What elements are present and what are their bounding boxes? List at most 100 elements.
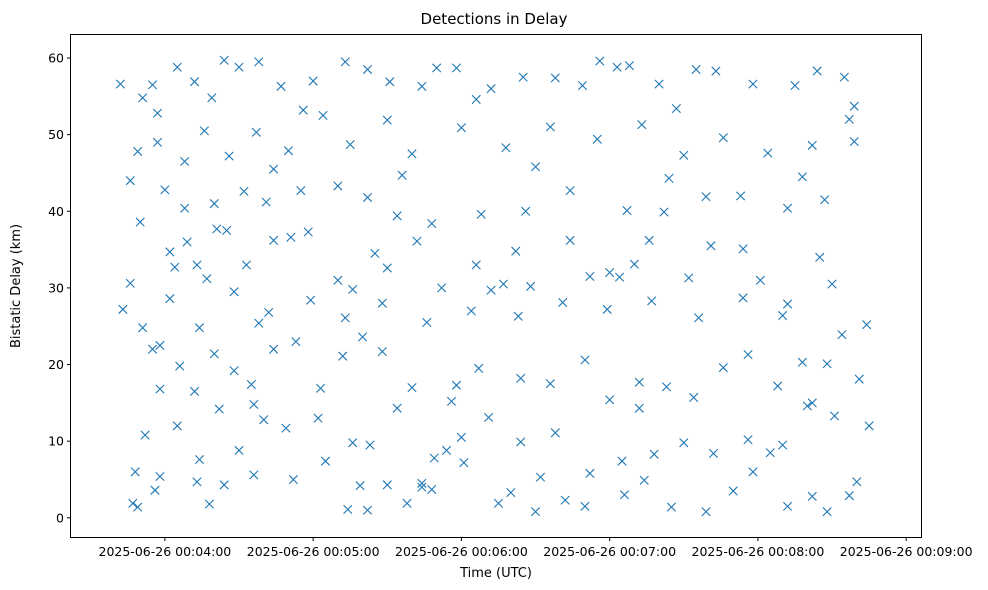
data-point — [118, 304, 128, 314]
data-point — [338, 351, 348, 361]
data-point — [182, 237, 192, 247]
data-point — [535, 472, 546, 482]
data-point — [362, 505, 373, 515]
data-point — [362, 64, 373, 75]
data-point — [189, 386, 200, 396]
data-point — [429, 453, 439, 463]
data-point — [634, 377, 644, 387]
data-point — [239, 186, 249, 196]
data-point — [219, 55, 229, 65]
data-point — [654, 79, 664, 89]
data-point — [254, 318, 264, 328]
data-point — [530, 162, 541, 172]
data-point — [614, 272, 625, 282]
data-point — [852, 477, 862, 487]
data-point — [664, 173, 674, 183]
data-point — [377, 298, 387, 308]
data-point — [493, 498, 504, 508]
data-point — [565, 235, 575, 245]
data-point — [140, 430, 150, 440]
data-point — [333, 275, 343, 285]
data-point — [318, 110, 328, 121]
data-point — [526, 281, 536, 291]
data-point — [234, 445, 244, 455]
data-point — [382, 480, 392, 490]
data-point — [343, 504, 353, 514]
data-point — [407, 382, 417, 393]
data-point — [844, 491, 854, 501]
data-point — [170, 262, 180, 272]
data-point — [666, 502, 677, 512]
data-point — [298, 105, 308, 115]
data-point — [728, 486, 738, 496]
x-tick-label: 2025-06-26 00:04:00 — [99, 544, 232, 559]
data-point — [192, 477, 202, 487]
data-point — [755, 275, 765, 285]
data-point — [706, 241, 716, 251]
data-point — [637, 120, 647, 130]
data-point — [782, 203, 793, 213]
data-point — [595, 56, 605, 66]
data-point — [748, 467, 758, 477]
data-point — [313, 413, 323, 423]
data-point — [269, 164, 279, 174]
data-point — [822, 359, 832, 369]
data-point — [560, 495, 570, 505]
data-point — [513, 311, 523, 321]
data-point — [545, 379, 555, 389]
data-point — [518, 72, 528, 82]
x-tick-label: 2025-06-26 00:05:00 — [247, 544, 380, 559]
data-point — [172, 62, 182, 72]
data-point — [711, 66, 721, 76]
data-point — [417, 81, 427, 91]
data-point — [180, 156, 190, 167]
data-point — [392, 211, 402, 221]
data-point — [629, 259, 639, 269]
data-point — [483, 412, 494, 423]
data-point — [333, 181, 343, 191]
data-point — [585, 468, 595, 478]
data-point — [807, 491, 817, 501]
data-point — [827, 279, 837, 289]
chart-title: Detections in Delay — [421, 10, 568, 28]
data-point — [511, 246, 521, 256]
data-point — [276, 81, 286, 91]
data-point — [451, 380, 462, 390]
data-point — [820, 195, 830, 205]
data-point — [701, 507, 711, 517]
data-point — [602, 304, 612, 314]
data-point — [303, 227, 313, 237]
x-axis-title: Time (UTC) — [459, 566, 532, 581]
data-point — [622, 205, 632, 216]
data-point — [849, 136, 859, 147]
data-point — [585, 271, 595, 282]
data-point — [782, 501, 793, 511]
data-point — [456, 432, 466, 442]
data-point — [659, 207, 669, 217]
data-point — [854, 374, 864, 384]
data-point — [550, 73, 560, 83]
data-point — [743, 350, 753, 360]
data-point — [382, 115, 392, 125]
y-axis-title: Bistatic Delay (km) — [9, 224, 24, 348]
x-tick-label: 2025-06-26 00:07:00 — [543, 544, 676, 559]
data-point — [644, 235, 654, 245]
data-point — [839, 72, 849, 82]
data-point — [229, 287, 239, 297]
y-tick-label: 30 — [48, 280, 64, 295]
data-point — [212, 224, 222, 234]
data-point — [249, 470, 259, 480]
data-point — [355, 481, 365, 491]
data-point — [773, 381, 783, 391]
data-point — [459, 458, 469, 468]
data-point — [617, 456, 627, 466]
x-tick-label: 2025-06-26 00:09:00 — [840, 544, 973, 559]
data-point — [315, 383, 326, 393]
data-point — [281, 423, 291, 433]
data-point — [427, 484, 437, 495]
data-point — [649, 449, 659, 459]
data-point — [261, 197, 271, 207]
data-point — [219, 480, 229, 490]
data-point — [486, 84, 496, 94]
